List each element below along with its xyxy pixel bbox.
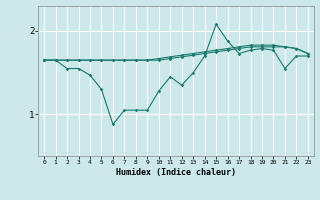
X-axis label: Humidex (Indice chaleur): Humidex (Indice chaleur) — [116, 168, 236, 177]
